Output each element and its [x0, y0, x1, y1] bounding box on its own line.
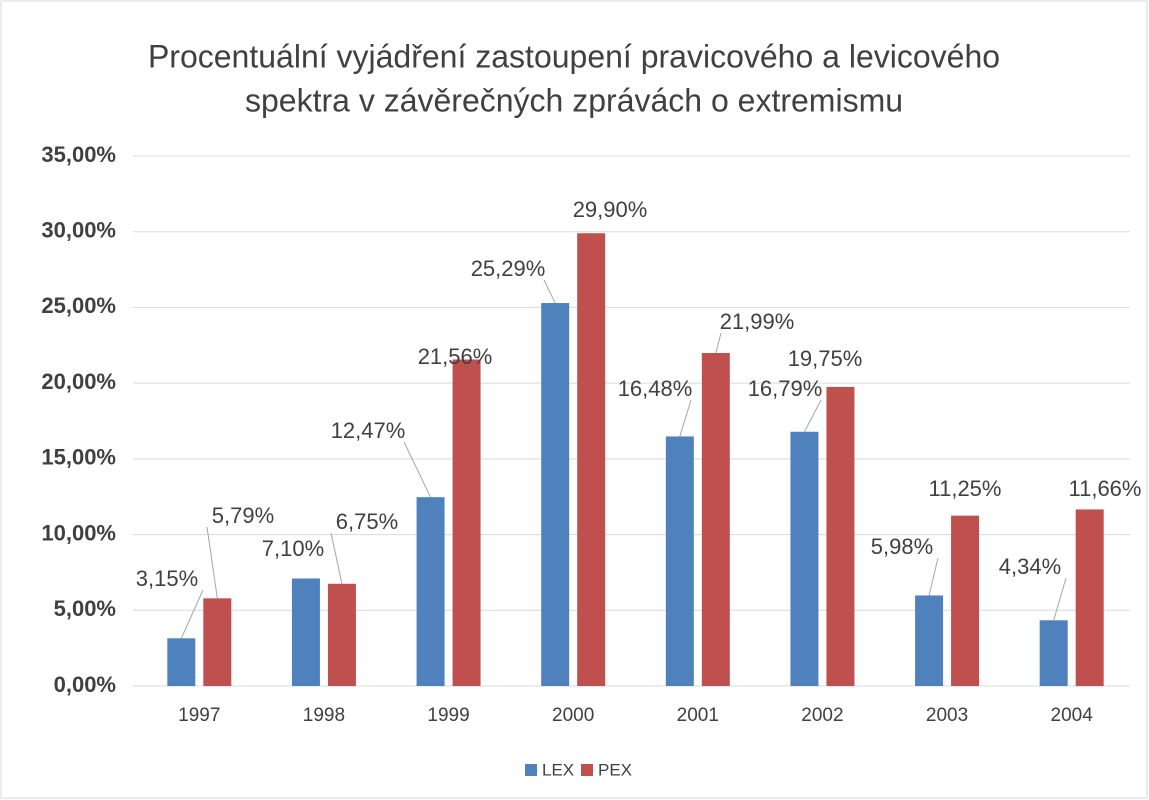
data-label: 12,47%	[331, 418, 406, 443]
x-tick-label: 1999	[427, 705, 469, 726]
legend-swatch	[525, 764, 537, 776]
x-tick-label: 2001	[677, 705, 719, 726]
data-label: 19,75%	[788, 346, 863, 371]
bar	[1075, 509, 1104, 686]
leader-line	[403, 441, 432, 498]
x-tick-label: 2003	[926, 705, 968, 726]
y-tick-label: 30,00%	[41, 218, 116, 243]
bar	[327, 583, 356, 686]
bar	[416, 497, 445, 686]
data-label: 5,79%	[212, 503, 274, 528]
leader-line	[180, 589, 204, 639]
y-tick-label: 15,00%	[41, 445, 116, 470]
leader-line	[928, 557, 939, 596]
bar	[826, 386, 855, 686]
chart-title: Procentuální vyjádření zastoupení pravic…	[148, 38, 1000, 74]
legend-swatch	[581, 764, 593, 776]
chart-title: spektra v závěrečných zprávách o extremi…	[245, 82, 903, 118]
data-label: 25,29%	[471, 256, 546, 281]
bar	[291, 578, 320, 686]
data-label: 4,34%	[999, 554, 1061, 579]
legend-label: LEX	[542, 760, 574, 779]
x-tick-label: 2004	[1051, 705, 1094, 726]
bar	[951, 515, 980, 686]
bar	[577, 233, 606, 686]
y-tick-label: 20,00%	[41, 369, 116, 394]
data-label: 21,99%	[720, 309, 795, 334]
x-tick-label: 2000	[552, 705, 594, 726]
x-tick-label: 1997	[178, 705, 220, 726]
y-tick-label: 5,00%	[54, 596, 116, 621]
data-label: 6,75%	[336, 509, 398, 534]
y-tick-label: 0,00%	[54, 672, 116, 697]
leader-line	[803, 399, 822, 432]
bar	[790, 431, 819, 686]
data-label: 29,90%	[573, 197, 648, 222]
leader-line	[1053, 577, 1067, 621]
data-label: 16,79%	[748, 376, 823, 401]
y-tick-label: 10,00%	[41, 520, 116, 545]
y-tick-label: 25,00%	[41, 293, 116, 318]
bar	[452, 359, 481, 686]
leader-line	[679, 399, 692, 437]
bar	[541, 303, 570, 686]
leader-line	[715, 332, 722, 354]
leader-line	[206, 526, 218, 599]
data-label: 5,98%	[871, 534, 933, 559]
bar	[167, 638, 196, 686]
leader-line	[330, 532, 343, 584]
data-label: 7,10%	[262, 536, 324, 561]
x-tick-label: 2002	[801, 705, 843, 726]
bar	[1039, 620, 1068, 686]
bar	[665, 436, 694, 686]
bar	[915, 595, 944, 686]
data-label: 21,56%	[418, 344, 493, 369]
data-label: 11,25%	[929, 476, 1002, 501]
data-label: 16,48%	[618, 376, 693, 401]
data-label: 3,15%	[136, 566, 198, 591]
bar	[701, 353, 730, 686]
data-label: 11,66%	[1069, 476, 1142, 501]
legend-label: PEX	[598, 760, 632, 779]
x-tick-label: 1998	[303, 705, 345, 726]
y-tick-label: 35,00%	[41, 142, 116, 167]
bar	[203, 598, 232, 686]
leader-line	[543, 279, 556, 304]
